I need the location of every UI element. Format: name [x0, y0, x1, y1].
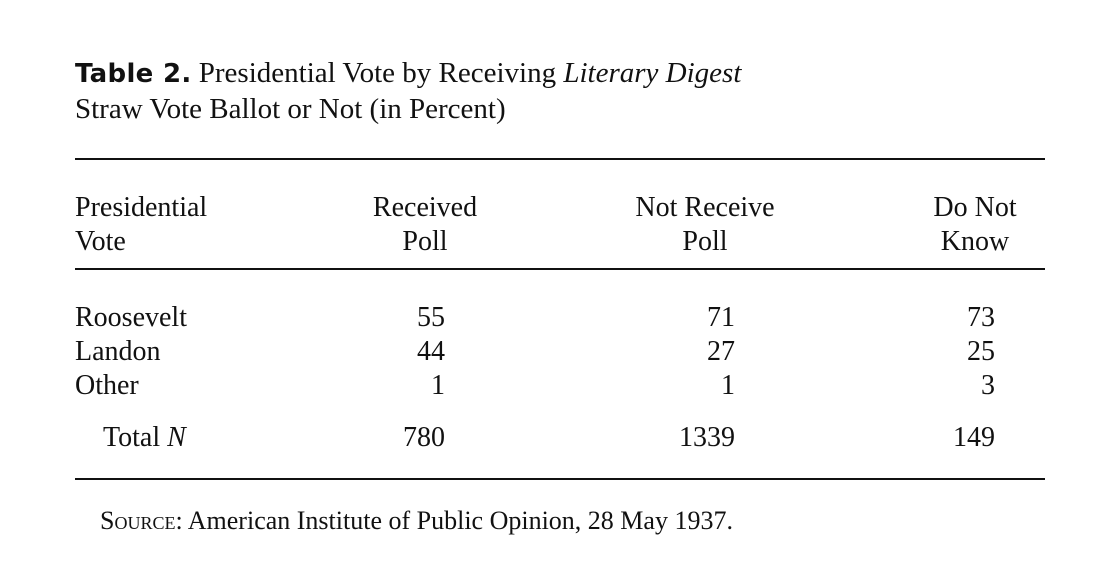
- source-text: American Institute of Public Opinion, 28…: [182, 506, 733, 535]
- source-label: Source:: [100, 506, 183, 535]
- row-label-landon: Landon: [75, 336, 161, 367]
- cell-total-do-not-know: 149: [953, 422, 995, 453]
- top-rule: [75, 158, 1045, 160]
- header-do-not-know: Do Not Know: [933, 192, 1017, 257]
- table-number: Table 2.: [75, 59, 192, 89]
- caption-line-2: Straw Vote Ballot or Not (in Percent): [75, 93, 506, 125]
- row-label-total-n: Total N: [103, 422, 186, 453]
- source-note: Source: American Institute of Public Opi…: [100, 505, 733, 537]
- row-label-other: Other: [75, 370, 139, 401]
- cell-landon-do-not-know: 25: [967, 336, 995, 367]
- cell-roosevelt-received: 55: [417, 302, 445, 333]
- bottom-rule: [75, 478, 1045, 480]
- row-label-roosevelt: Roosevelt: [75, 302, 187, 333]
- table-caption: Table 2. Presidential Vote by Receiving …: [75, 56, 1055, 127]
- cell-other-do-not-know: 3: [981, 370, 995, 401]
- header-not-receive-poll: Not Receive Poll: [635, 192, 775, 257]
- header-rule: [75, 268, 1045, 270]
- cell-landon-not-receive: 27: [707, 336, 735, 367]
- cell-roosevelt-not-receive: 71: [707, 302, 735, 333]
- cell-other-received: 1: [431, 370, 445, 401]
- caption-text: Presidential Vote by Receiving: [191, 57, 564, 89]
- cell-landon-received: 44: [417, 336, 445, 367]
- cell-total-received: 780: [403, 422, 445, 453]
- caption-italic-title: Literary Digest: [563, 57, 742, 89]
- cell-other-not-receive: 1: [721, 370, 735, 401]
- header-received-poll: Received Poll: [372, 192, 478, 257]
- cell-total-not-receive: 1339: [679, 422, 735, 453]
- cell-roosevelt-do-not-know: 73: [967, 302, 995, 333]
- header-presidential-vote: Presidential Vote: [75, 192, 208, 257]
